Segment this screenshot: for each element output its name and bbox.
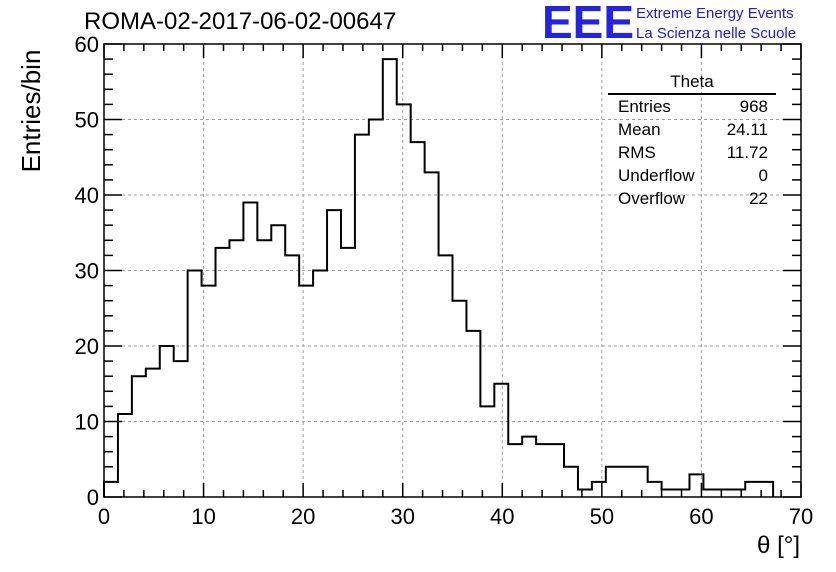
- stats-row-underflow: Underflow 0: [608, 164, 776, 187]
- histogram-bin: [745, 482, 759, 497]
- histogram-bin: [550, 444, 564, 497]
- histogram-bin: [369, 120, 383, 498]
- stats-label: Underflow: [618, 166, 695, 185]
- stats-row-entries: Entries 968: [608, 95, 776, 118]
- histogram-bin: [341, 248, 355, 497]
- stats-label: Entries: [618, 97, 671, 116]
- stats-value: 11.72: [726, 143, 768, 162]
- stats-value: 22: [749, 189, 768, 208]
- x-tick-label: 40: [490, 504, 514, 529]
- x-tick-label: 60: [689, 504, 713, 529]
- histogram-bin: [383, 59, 397, 497]
- histogram-bin: [132, 376, 146, 497]
- stats-label: RMS: [618, 143, 656, 162]
- x-tick-label: 70: [789, 504, 813, 529]
- x-tick-label: 0: [98, 504, 110, 529]
- y-tick-label: 40: [75, 183, 99, 208]
- logo-caption-line2: La Scienza nelle Scuole: [636, 25, 797, 42]
- histogram-bin: [104, 482, 118, 497]
- histogram-bin: [453, 301, 467, 497]
- histogram-bin: [174, 361, 188, 497]
- histogram-bin: [439, 255, 453, 497]
- histogram-bin: [243, 203, 257, 497]
- histogram-bin: [271, 225, 285, 497]
- histogram-bin: [202, 286, 216, 497]
- stats-value: 968: [739, 97, 768, 116]
- histogram-bin: [592, 482, 606, 497]
- histogram-bin: [299, 286, 313, 497]
- histogram-bin: [216, 248, 230, 497]
- x-tick-label: 30: [390, 504, 414, 529]
- histogram-bin: [397, 104, 411, 497]
- histogram-bin: [508, 444, 522, 497]
- histogram-bin: [731, 489, 745, 497]
- histogram-bin: [648, 482, 662, 497]
- histogram-bin: [717, 489, 731, 497]
- x-tick-label: 20: [291, 504, 315, 529]
- y-tick-label: 30: [75, 259, 99, 284]
- stats-value: 24.11: [726, 120, 768, 139]
- y-tick-label: 10: [75, 410, 99, 435]
- histogram-bin: [313, 271, 327, 498]
- histogram-bin: [522, 437, 536, 497]
- x-tick-label: 10: [191, 504, 215, 529]
- histogram-bin: [466, 331, 480, 497]
- histogram-bin: [411, 142, 425, 497]
- histogram-bin: [494, 384, 508, 497]
- histogram-bin: [703, 489, 717, 497]
- histogram-bin: [634, 467, 648, 497]
- chart-title: ROMA-02-2017-06-02-00647: [84, 8, 397, 35]
- histogram-bin: [146, 369, 160, 497]
- y-tick-label: 50: [75, 108, 99, 133]
- eee-logo: EEE: [542, 0, 635, 48]
- histogram-bin: [480, 406, 494, 497]
- histogram-bin: [578, 489, 592, 497]
- histogram-bin: [676, 489, 690, 497]
- histogram-bin: [188, 271, 202, 498]
- histogram-bin: [285, 255, 299, 497]
- logo-caption: Extreme Energy Events La Scienza nelle S…: [636, 4, 796, 44]
- stats-value: 0: [758, 166, 768, 185]
- histogram-bin: [662, 489, 676, 497]
- stats-label: Mean: [618, 120, 661, 139]
- logo-caption-line1: Extreme Energy Events: [636, 5, 794, 22]
- histogram-bin: [355, 135, 369, 497]
- y-tick-label: 60: [75, 32, 99, 57]
- y-tick-label: 0: [87, 485, 99, 510]
- x-tick-label: 50: [590, 504, 614, 529]
- histogram-series: [103, 58, 775, 497]
- histogram-bin: [606, 467, 620, 497]
- histogram-bin: [425, 172, 439, 497]
- stats-box: Theta Entries 968 Mean 24.11 RMS 11.72 Unde…: [608, 72, 776, 210]
- stats-row-overflow: Overflow 22: [608, 187, 776, 210]
- histogram-bin: [564, 467, 578, 497]
- histogram-bin: [257, 240, 271, 497]
- histogram-bin: [118, 414, 132, 497]
- histogram-bin: [536, 444, 550, 497]
- stats-row-rms: RMS 11.72: [608, 141, 776, 164]
- stats-label: Overflow: [618, 189, 686, 208]
- stats-title: Theta: [608, 72, 776, 95]
- histogram-bin: [327, 210, 341, 497]
- histogram-bin: [229, 240, 243, 497]
- x-axis-label: θ [°]: [757, 532, 800, 559]
- stats-row-mean: Mean 24.11: [608, 118, 776, 141]
- y-tick-label: 20: [75, 334, 99, 359]
- histogram-bin: [160, 346, 174, 497]
